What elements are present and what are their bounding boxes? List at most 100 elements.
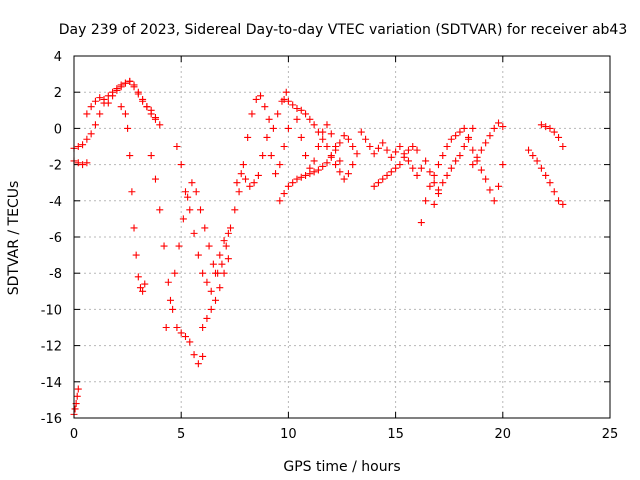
data-point [280,190,288,198]
data-point [141,280,149,288]
x-tick-label: 20 [495,427,512,442]
data-point [297,106,305,114]
data-point [109,92,117,100]
data-point [74,143,82,150]
data-point [327,153,335,161]
data-point [203,314,211,322]
data-point [443,171,451,179]
data-point [340,175,348,183]
series-arc-k [280,95,357,183]
data-point [302,110,310,118]
data-point [220,237,228,245]
data-point [190,229,198,237]
data-point [460,124,468,132]
data-point [336,157,344,165]
data-point [227,224,235,232]
data-point [212,296,220,304]
data-point [306,164,314,172]
data-point [319,128,327,136]
data-point [156,206,164,214]
data-point [267,152,275,160]
data-point [222,242,230,250]
data-point [151,175,159,183]
data-point [417,219,425,227]
x-tick-label: 10 [280,427,297,442]
data-point [177,161,185,169]
data-point [447,164,455,172]
data-point [282,88,290,96]
data-point [199,269,207,277]
data-point [404,146,412,154]
data-point [460,143,468,150]
data-point [550,188,558,196]
data-point [400,153,408,161]
series-arc-d [117,103,149,295]
series-arc-h [199,255,232,331]
data-point [439,179,447,187]
data-point [156,121,164,129]
data-point [126,152,134,160]
data-point [79,141,87,149]
data-point [136,284,144,292]
data-point [171,269,179,277]
data-point [173,324,181,331]
data-point [280,143,288,150]
data-point [332,161,340,169]
series-arc-s [525,146,567,208]
data-point [199,324,207,331]
data-point [293,175,301,183]
series-arc-l [276,132,361,205]
data-point [409,143,417,150]
data-point [143,103,151,111]
data-point [482,139,490,147]
y-tick-label: 0 [54,122,62,137]
data-point [169,305,177,313]
y-tick-label: -8 [49,267,62,282]
data-point [132,251,140,259]
data-point [310,121,318,129]
data-point [151,114,159,122]
series-arc-c [83,77,159,122]
x-tick-label: 25 [602,427,619,442]
data-point [379,139,387,147]
data-point [443,143,451,150]
data-point [179,215,187,223]
data-point [469,124,477,132]
y-tick-label: -10 [41,303,62,318]
data-point [205,242,213,250]
data-point [192,188,200,196]
data-point [237,170,245,178]
data-point [181,188,189,196]
data-point [370,182,378,190]
data-point [374,179,382,187]
data-point [422,157,430,165]
data-point [469,161,477,169]
data-point [263,133,271,141]
data-point [276,161,284,169]
data-point [490,197,498,205]
data-point [306,115,314,123]
data-point [323,121,331,129]
data-point [430,179,438,187]
data-point [344,135,352,143]
data-point [396,143,404,150]
data-point [139,97,147,105]
y-tick-label: -2 [49,159,62,174]
data-point [207,305,215,313]
data-point [353,150,361,158]
data-point [332,143,340,150]
data-point [362,135,370,143]
data-point [349,161,357,169]
data-point [117,83,125,91]
data-point [499,123,507,131]
y-tick-label: 4 [54,50,62,65]
x-tick-label: 0 [70,427,78,442]
data-point [293,104,301,112]
data-point [289,101,297,109]
data-point [546,179,554,187]
data-point [417,164,425,172]
data-point [542,123,550,131]
data-point [83,159,91,167]
series-arc-n [357,128,442,194]
data-point [284,97,292,105]
